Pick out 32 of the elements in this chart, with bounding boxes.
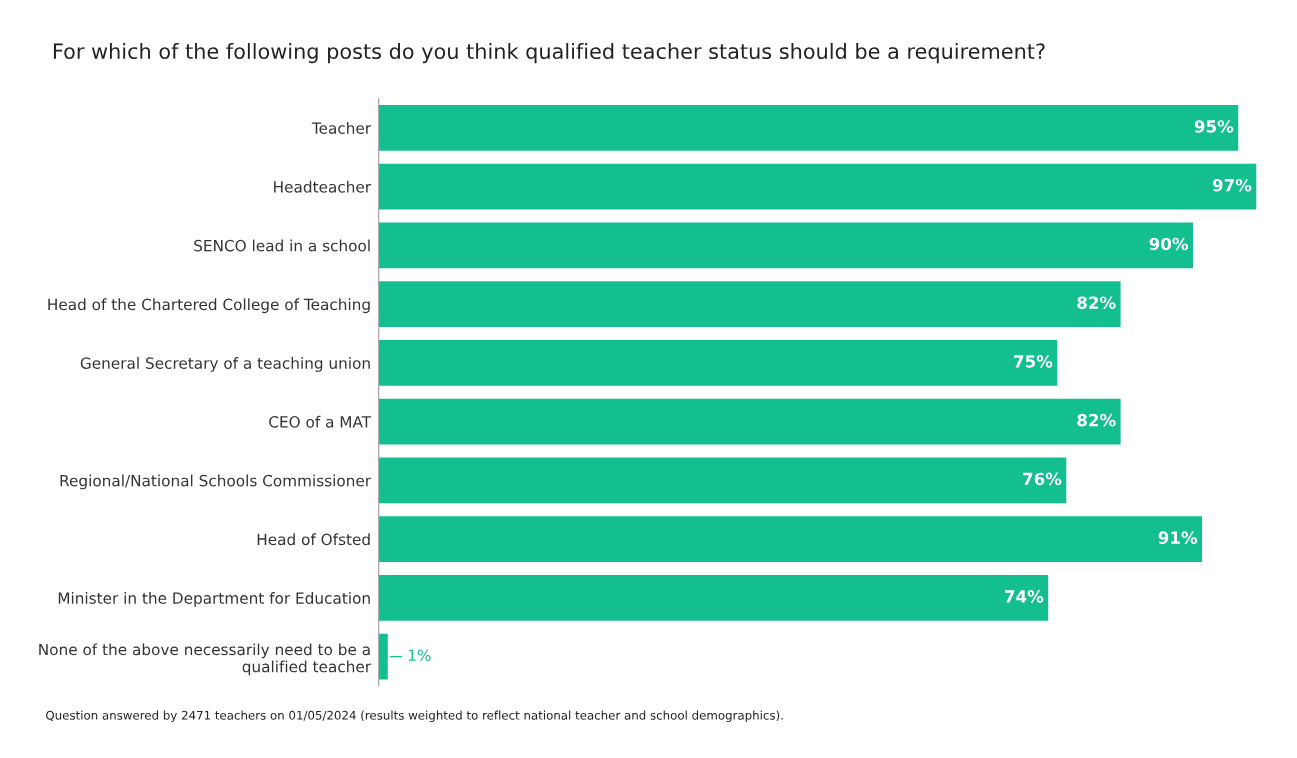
bar xyxy=(378,516,1203,563)
bar xyxy=(378,574,1049,621)
data-label: 91% xyxy=(1158,531,1198,544)
data-label: 74% xyxy=(1005,590,1044,603)
y-tick-label: CEO of a MAT xyxy=(269,415,372,428)
y-tick-label: Minister in the Department for Education xyxy=(58,592,370,607)
y-tick-label: None of the above necessarily need to be a qualified teacher xyxy=(39,643,372,676)
bar xyxy=(378,281,1121,328)
bar xyxy=(378,105,1239,151)
y-tick-label: Regional/National Schools Commissioner xyxy=(60,474,372,490)
data-label: 95% xyxy=(1194,120,1234,133)
data-label: 82% xyxy=(1077,296,1116,309)
data-label: 75% xyxy=(1014,355,1053,368)
data-label: 97% xyxy=(1212,178,1252,192)
y-tick-label: Head of Ofsted xyxy=(257,533,370,546)
chart-title: For which of the following posts do you think qualified teacher status should be a requirement? xyxy=(53,42,1045,64)
y-tick-label: Head of the Chartered College of Teaching xyxy=(48,298,370,314)
bar xyxy=(378,633,388,680)
data-label: 76% xyxy=(1023,472,1062,486)
bar xyxy=(378,457,1067,504)
y-tick-label: General Secretary of a teaching union xyxy=(80,357,370,372)
y-tick-label: Teacher xyxy=(311,122,372,134)
data-label: 1% xyxy=(408,649,431,662)
data-label: 90% xyxy=(1149,237,1189,251)
bar xyxy=(378,222,1193,269)
y-tick-label: Headteacher xyxy=(274,180,372,193)
y-tick-label: SENCO lead in a school xyxy=(194,239,370,252)
bar xyxy=(378,163,1257,210)
text: Question answered by 2471 teachers on 01/05/2024 (results weighted to reflect national teacher and school demographics). xyxy=(46,710,783,723)
bar xyxy=(378,398,1121,445)
data-label: 82% xyxy=(1077,413,1116,427)
bar xyxy=(378,339,1058,386)
